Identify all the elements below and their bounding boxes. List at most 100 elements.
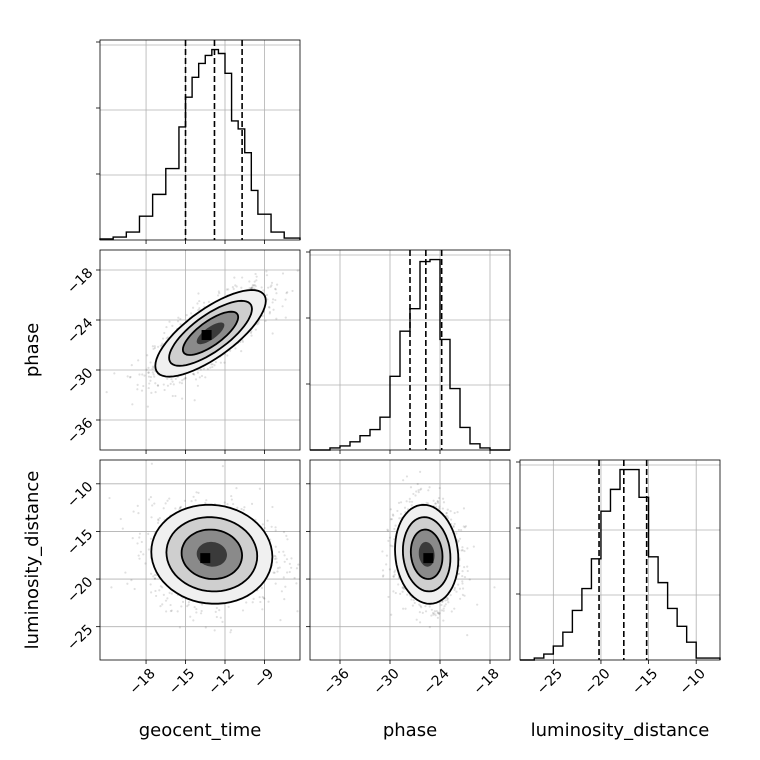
sample-point <box>463 526 467 529</box>
sample-point <box>258 596 261 599</box>
sample-point <box>461 546 464 549</box>
sample-point <box>190 500 193 503</box>
sample-point <box>151 365 155 368</box>
sample-point <box>170 592 173 595</box>
sample-point <box>166 499 169 502</box>
sample-point <box>166 377 169 380</box>
sample-point <box>179 505 183 508</box>
sample-point <box>281 272 285 275</box>
sample-point <box>402 607 405 610</box>
sample-point <box>166 384 170 387</box>
sample-point <box>215 606 218 610</box>
sample-point <box>249 287 252 290</box>
sample-point <box>271 298 275 301</box>
x-tick-label: −36 <box>321 666 353 698</box>
sample-point <box>295 567 299 570</box>
sample-point <box>447 516 450 520</box>
sample-point <box>128 376 132 379</box>
sample-point <box>209 366 212 369</box>
sample-point <box>432 613 435 616</box>
sample-point <box>172 383 175 386</box>
sample-point <box>293 576 296 580</box>
sample-point <box>426 502 430 505</box>
sample-point <box>274 529 277 532</box>
sample-point <box>150 516 153 519</box>
sample-point <box>274 545 277 548</box>
sample-point <box>463 549 466 553</box>
sample-point <box>149 537 153 540</box>
sample-point <box>388 568 391 571</box>
sample-point <box>198 299 201 303</box>
sample-point <box>162 507 165 510</box>
sample-point <box>444 599 447 602</box>
sample-point <box>192 372 195 375</box>
sample-point <box>241 340 245 343</box>
sample-point <box>179 506 182 510</box>
sample-point <box>403 587 406 591</box>
sample-point <box>242 508 245 512</box>
sample-point <box>221 620 224 624</box>
sample-point <box>456 511 459 514</box>
sample-point <box>174 507 177 510</box>
sample-point <box>184 376 187 379</box>
sample-point <box>204 501 207 504</box>
sample-point <box>436 616 439 619</box>
sample-point <box>199 612 203 615</box>
sample-point <box>386 529 390 532</box>
sample-point <box>187 601 191 604</box>
sample-point <box>441 600 444 603</box>
sample-point <box>290 557 293 560</box>
sample-point <box>381 569 385 572</box>
sample-point <box>273 554 276 557</box>
sample-point <box>195 607 198 611</box>
sample-point <box>185 314 188 317</box>
sample-point <box>452 525 455 529</box>
sample-point <box>254 328 257 331</box>
x-axis-label-luminosity-distance: luminosity_distance <box>531 720 710 741</box>
sample-point <box>195 491 198 494</box>
sample-point <box>275 557 278 560</box>
sample-point <box>147 375 151 378</box>
sample-point <box>149 375 153 379</box>
sample-point <box>235 487 238 490</box>
sample-point <box>186 605 189 608</box>
sample-point <box>250 330 253 333</box>
sample-point <box>389 508 392 511</box>
sample-point <box>226 354 229 357</box>
grid <box>100 40 300 240</box>
sample-point <box>227 288 230 291</box>
sample-point <box>169 382 172 385</box>
sample-point <box>149 361 152 364</box>
sample-point <box>405 475 409 478</box>
sample-point <box>157 345 160 348</box>
sample-point <box>311 582 313 584</box>
sample-point <box>274 582 277 585</box>
sample-point <box>182 378 186 381</box>
sample-point <box>284 298 287 301</box>
grid <box>100 460 300 660</box>
sample-point <box>428 626 431 629</box>
sample-point <box>461 580 464 583</box>
sample-point <box>468 578 471 581</box>
sample-point <box>232 502 235 506</box>
x-tick-label: −15 <box>166 666 198 698</box>
sample-point <box>398 517 401 520</box>
sample-point <box>108 496 111 500</box>
sample-point <box>288 562 291 565</box>
sample-point <box>181 600 185 603</box>
sample-point <box>170 378 173 381</box>
sample-point <box>390 613 393 616</box>
sample-point <box>265 270 268 273</box>
sample-point <box>184 377 187 380</box>
sample-point <box>214 610 217 614</box>
sample-point <box>176 320 180 323</box>
sample-point <box>204 626 207 629</box>
sample-point <box>428 605 431 608</box>
sample-point <box>170 609 173 612</box>
sample-point <box>119 517 122 521</box>
sample-point <box>428 486 431 489</box>
pair-panel-geocent-time-luminosity-distance <box>96 459 313 664</box>
sample-point <box>223 361 226 364</box>
sample-point <box>192 495 195 498</box>
panel-frame <box>99 249 301 451</box>
